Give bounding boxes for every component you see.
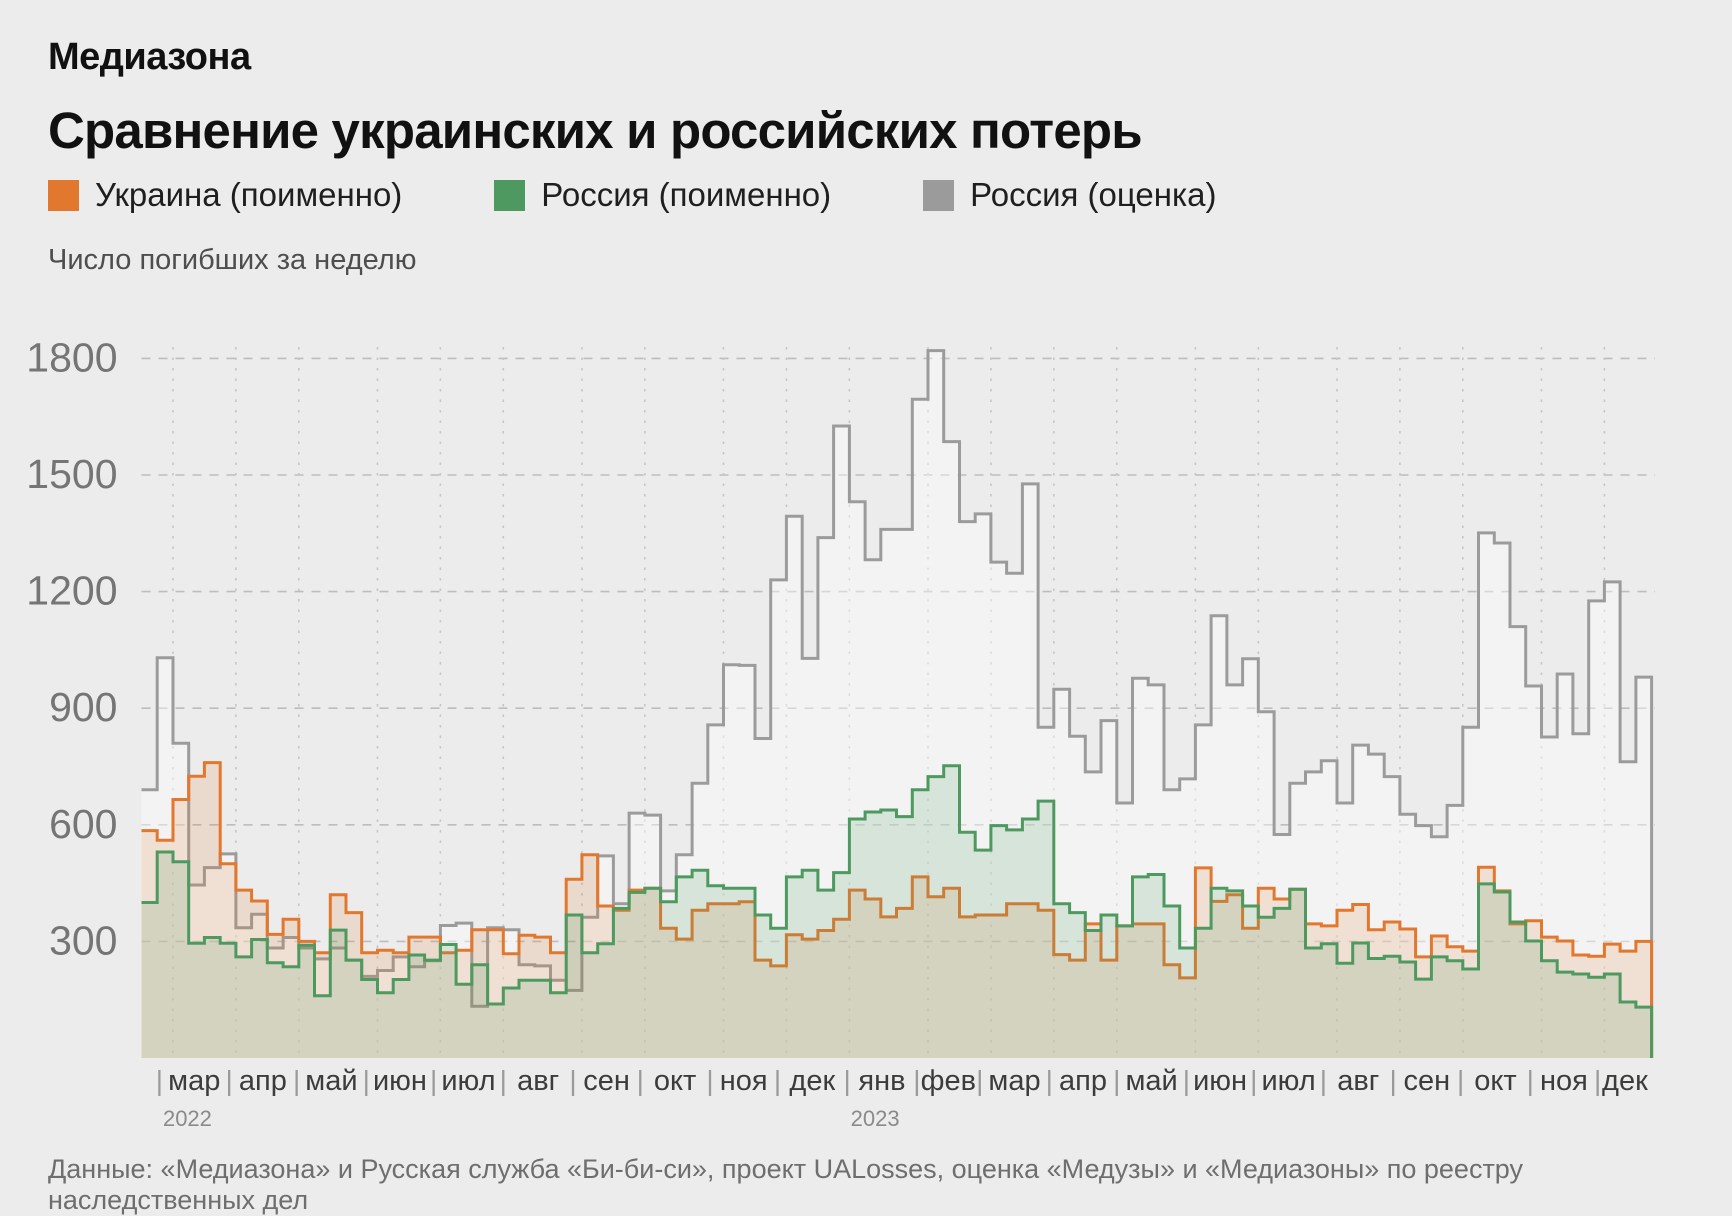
month-tick: | <box>225 1065 232 1096</box>
month-tick: | <box>156 1065 163 1096</box>
month-tick: | <box>976 1065 983 1096</box>
x-axis-month-label: фев <box>921 1065 976 1097</box>
legend-label: Украина (поименно) <box>95 176 403 213</box>
month-tick: | <box>1594 1065 1601 1096</box>
x-axis-month-label: июн <box>1193 1065 1247 1097</box>
x-axis-month-label: авг <box>517 1065 559 1097</box>
svg-text:300: 300 <box>49 917 117 963</box>
x-axis-month-label: ноя <box>720 1065 768 1097</box>
svg-text:1800: 1800 <box>26 334 117 380</box>
x-axis-month-label: апр <box>1059 1065 1107 1097</box>
month-tick: | <box>293 1065 300 1096</box>
x-axis-month-label: июл <box>1261 1065 1315 1097</box>
x-axis-month-label: дек <box>1602 1065 1648 1097</box>
x-axis-year-label: 2023 <box>851 1106 900 1131</box>
svg-text:1200: 1200 <box>26 568 117 614</box>
month-tick: | <box>1320 1065 1327 1096</box>
x-axis-year-label: 2022 <box>163 1106 212 1131</box>
month-tick: | <box>363 1065 370 1096</box>
page-title: Сравнение украинских и российских потерь <box>48 102 1143 159</box>
x-axis-month-label: ноя <box>1540 1065 1588 1097</box>
month-tick: | <box>569 1065 576 1096</box>
x-axis-month-label: июн <box>373 1065 427 1097</box>
legend-item-russia-estimate: Россия (оценка) <box>923 176 1246 214</box>
month-tick: | <box>1389 1065 1396 1096</box>
month-tick: | <box>1250 1065 1257 1096</box>
svg-text:600: 600 <box>49 801 117 847</box>
y-axis-title: Число погибших за неделю <box>48 244 417 276</box>
month-tick: | <box>774 1065 781 1096</box>
x-axis-month-label: окт <box>1474 1065 1516 1097</box>
x-axis-month-label: май <box>305 1065 357 1097</box>
legend: Украина (поименно) Россия (поименно) Рос… <box>48 176 1309 214</box>
x-axis-month-label: апр <box>239 1065 287 1097</box>
legend-swatch-russia-estimate-icon <box>923 179 955 211</box>
x-axis-month-label: мар <box>168 1065 220 1097</box>
month-tick: | <box>913 1065 920 1096</box>
footer-source-text: Данные: «Медиазона» и Русская служба «Би… <box>48 1154 1524 1215</box>
x-axis-month-label: дек <box>789 1065 835 1097</box>
x-axis-month-label: окт <box>654 1065 696 1097</box>
x-axis-month-label: май <box>1125 1065 1177 1097</box>
x-axis-month-label: сен <box>583 1065 630 1097</box>
month-tick: | <box>500 1065 507 1096</box>
month-tick: | <box>706 1065 713 1096</box>
x-axis-month-label: сен <box>1404 1065 1451 1097</box>
legend-swatch-ukraine-icon <box>48 179 79 211</box>
month-tick: | <box>430 1065 437 1096</box>
legend-label: Россия (оценка) <box>970 176 1217 213</box>
x-axis-month-label: мар <box>988 1065 1040 1097</box>
month-tick: | <box>1113 1065 1120 1096</box>
svg-text:900: 900 <box>49 684 117 730</box>
legend-item-russia-named: Россия (поименно) <box>494 176 861 214</box>
month-tick: | <box>844 1065 851 1096</box>
header: Медиазона Сравнение украинских и российс… <box>48 36 1143 160</box>
month-tick: | <box>1527 1065 1534 1096</box>
x-axis-month-label: авг <box>1337 1065 1379 1097</box>
legend-swatch-russia-named-icon <box>494 179 526 211</box>
month-tick: | <box>1183 1065 1190 1096</box>
svg-text:1500: 1500 <box>26 451 117 497</box>
month-tick: | <box>1046 1065 1053 1096</box>
legend-item-ukraine: Украина (поименно) <box>48 176 432 214</box>
month-tick: | <box>1457 1065 1464 1096</box>
brand-logo: Медиазона <box>48 36 251 78</box>
x-axis-month-label: июл <box>441 1065 495 1097</box>
legend-label: Россия (поименно) <box>541 176 832 213</box>
x-axis-month-label: янв <box>858 1065 905 1097</box>
month-tick: | <box>637 1065 644 1096</box>
